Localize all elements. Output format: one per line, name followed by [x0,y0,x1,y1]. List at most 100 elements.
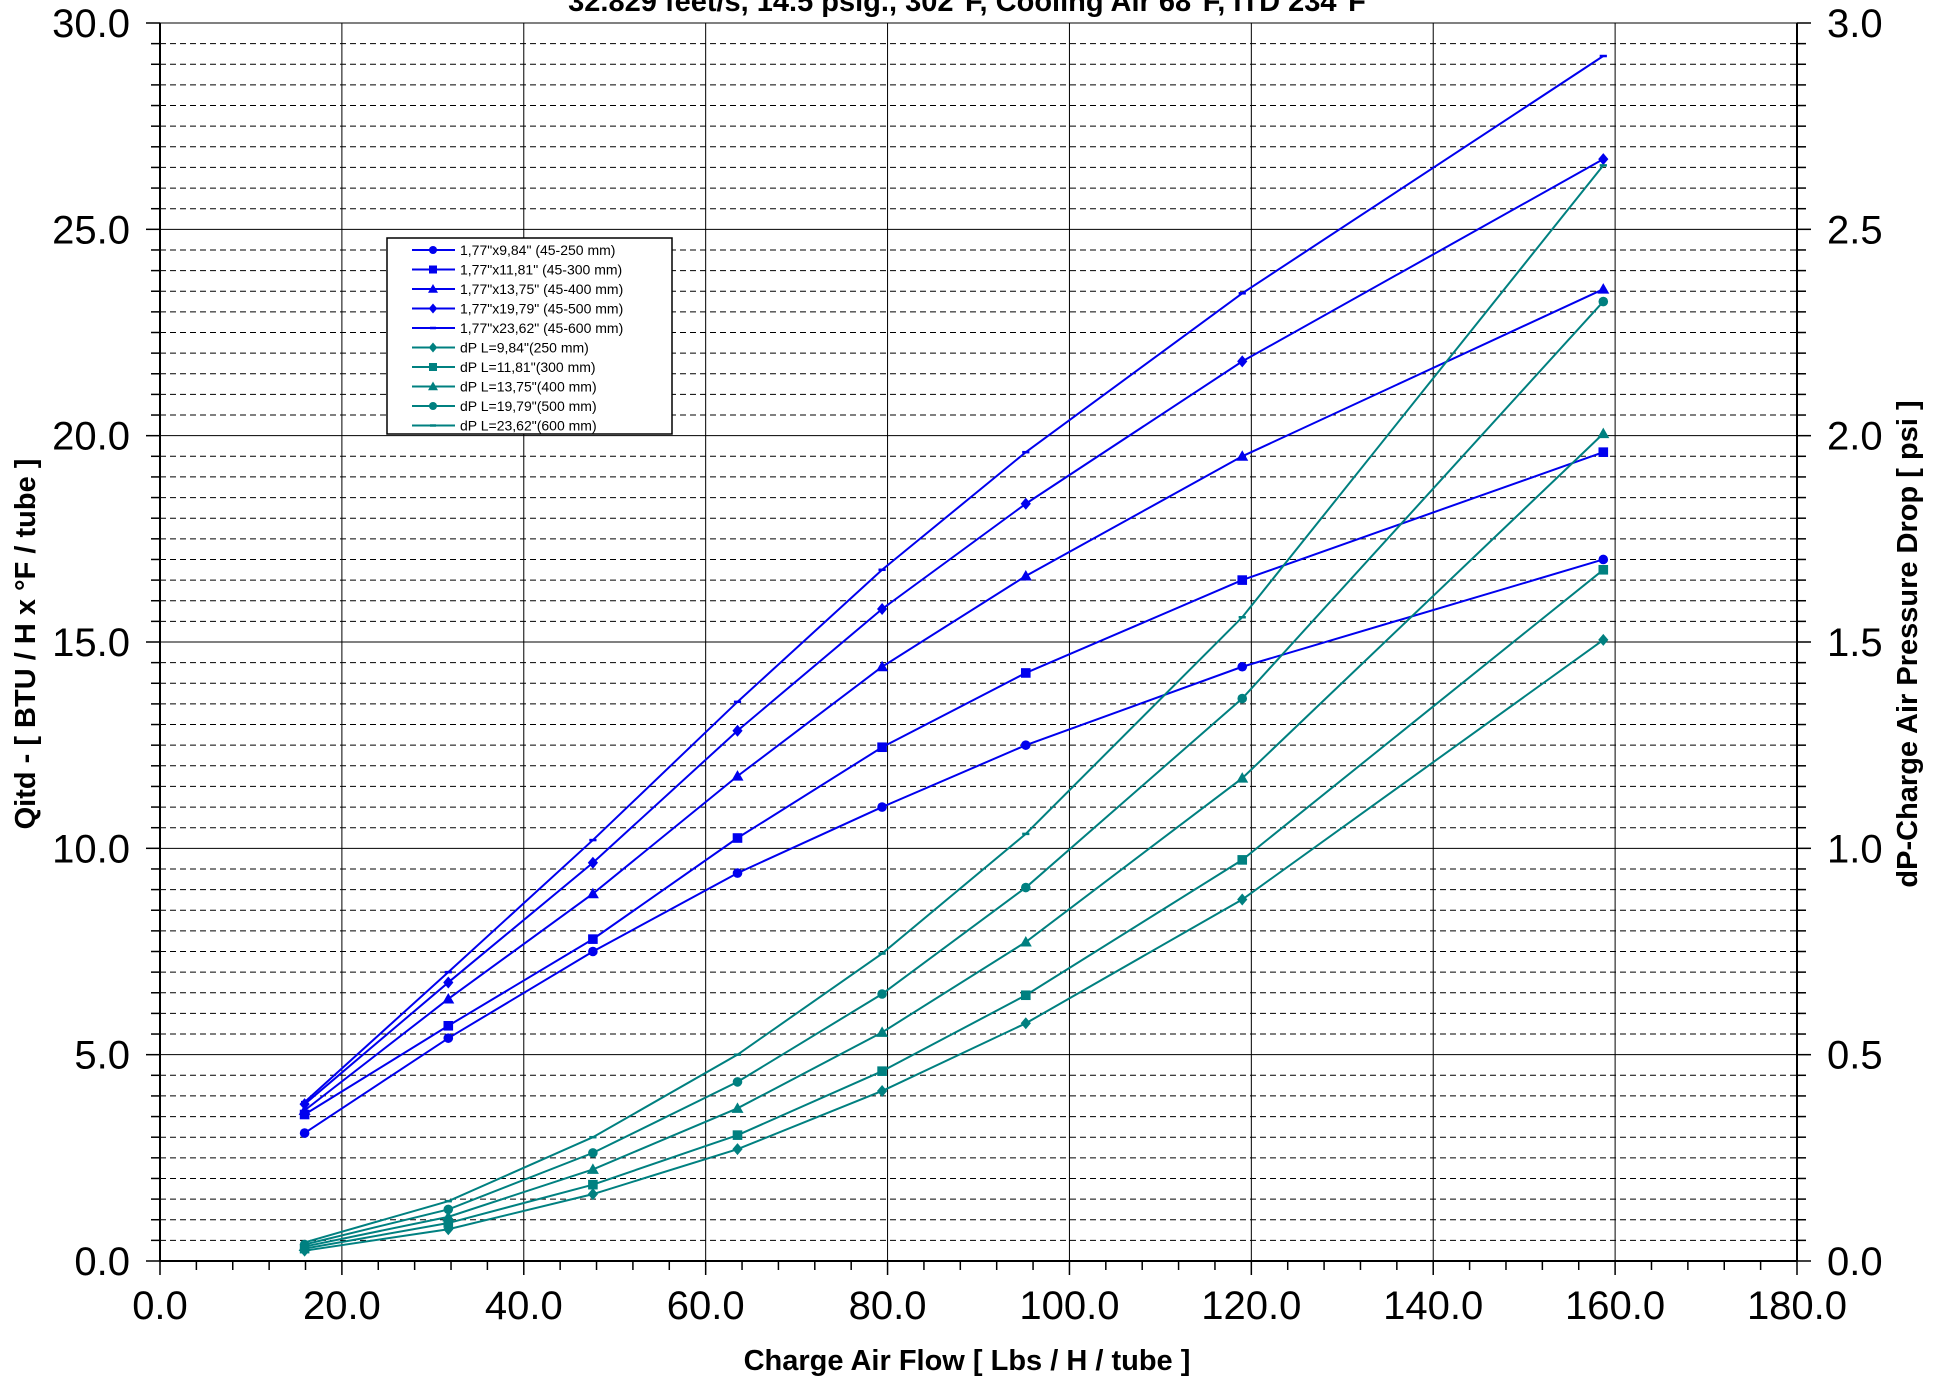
series-line [304,451,1604,1116]
data-point-square [877,742,887,753]
legend-item: 1,77"x9,84" (45-250 mm) [412,242,615,258]
data-point-circle [429,246,437,254]
data-point-square [1020,990,1031,1001]
legend: 1,77"x9,84" (45-250 mm) 1,77"x11,81" (45-… [386,237,673,435]
data-point-circle [588,946,598,957]
y-axis-title: Qitd - [ BTU / H x °F / tube ] [10,459,42,830]
data-point-square [732,1130,743,1140]
data-point-triangle [731,1102,744,1113]
y2-tick-label: 0.5 [1827,1034,1883,1078]
x-axis-ticks: 0.0 20.0 40.0 60.0 80.0 100.0 120.0 140.0 160.0 1… [132,1284,1847,1328]
data-point-diamond [587,856,598,869]
data-point-diamond [876,602,888,615]
legend-label: dP L=13,75"(400 mm) [460,379,597,395]
data-point-circle [588,1148,598,1158]
data-point-triangle [442,1210,455,1222]
legend-item: dP L=9,84"(250 mm) [412,340,589,356]
y2-tick-label: 1.5 [1827,621,1883,665]
data-point-triangle [442,992,455,1004]
series-line [304,432,1604,1248]
data-point-circle [877,802,887,812]
data-point-triangle [586,1163,599,1174]
data-point-circle [1020,740,1031,750]
grid [159,22,1798,1262]
legend-label: dP L=23,62"(600 mm) [460,418,597,434]
x-axis-title: Charge Air Flow [ Lbs / H / tube ] [744,1345,1191,1377]
series-line [304,300,1605,1246]
x-tick-label: 60.0 [667,1284,745,1328]
data-point-triangle [876,1026,889,1037]
data-point-square [1237,855,1248,865]
series-layer [298,54,1610,1257]
data-point-square [1598,564,1609,575]
y2-tick-label: 1.0 [1827,827,1883,871]
series-line [304,558,1604,1134]
data-point-diamond [428,303,438,314]
data-point-diamond [443,976,454,989]
data-point-diamond [732,724,743,737]
data-point-diamond [1020,1017,1031,1030]
data-point-triangle [586,887,599,899]
x-tick-label: 0.0 [132,1284,188,1328]
data-point-circle [732,868,743,878]
data-point-circle [1237,661,1248,672]
series-line [303,158,1604,1105]
y2-axis-ticks: 0.0 0.5 1.0 1.5 2.0 2.5 3.0 [1827,2,1883,1284]
x-tick-label: 20.0 [303,1284,381,1328]
y2-tick-label: 2.0 [1827,415,1883,459]
data-point-circle [732,1077,743,1087]
data-point-circle [1598,296,1609,307]
series-10 [301,164,1607,1244]
data-point-square [443,1218,454,1228]
legend-label: dP L=9,84"(250 mm) [460,340,589,356]
data-point-triangle [1236,450,1249,461]
data-point-square [429,265,437,274]
legend-item: 1,77"x23,62" (45-600 mm) [412,320,623,336]
data-point-square [443,1020,454,1031]
x-tick-label: 120.0 [1201,1284,1301,1328]
legend-label: 1,77"x23,62" (45-600 mm) [460,320,623,336]
legend-item: dP L=11,81"(300 mm) [412,359,596,375]
series-line [304,164,1605,1244]
data-point-triangle [1019,936,1032,947]
data-point-diamond [1237,355,1248,368]
series-1 [299,554,1609,1138]
data-point-triangle [1236,772,1249,783]
legend-label: 1,77"x9,84" (45-250 mm) [460,242,615,258]
legend-label: 1,77"x13,75" (45-400 mm) [460,281,623,297]
legend-item: 1,77"x11,81" (45-300 mm) [412,262,622,278]
y-tick-label: 5.0 [74,1034,130,1078]
data-point-diamond [732,1143,743,1156]
series-line [303,288,1604,1112]
series-4 [299,153,1609,1111]
legend-item: 1,77"x19,79" (45-500 mm) [412,301,623,317]
data-point-square [877,1066,887,1076]
data-point-triangle [1019,569,1032,581]
data-point-diamond [1237,893,1248,906]
y-axis-ticks: 0.0 5.0 10.0 15.0 20.0 25.0 30.0 [52,2,130,1284]
x-tick-label: 140.0 [1383,1284,1483,1328]
legend-item: dP L=13,75"(400 mm) [412,379,597,395]
data-point-square [588,934,598,944]
y-tick-label: 0.0 [74,1240,130,1284]
data-point-circle [1237,693,1248,704]
legend-item: dP L=19,79"(500 mm) [412,398,597,414]
legend-label: 1,77"x19,79" (45-500 mm) [460,301,623,317]
data-point-diamond [876,1084,888,1097]
y-tick-label: 10.0 [52,827,130,871]
series-5 [301,54,1607,1104]
data-point-square [588,1179,598,1190]
data-point-circle [1598,554,1609,565]
x-tick-label: 40.0 [485,1284,563,1328]
y2-axis-title: dP-Charge Air Pressure Drop [ psi ] [1892,400,1924,887]
x-tick-label: 180.0 [1747,1284,1847,1328]
y-tick-label: 30.0 [52,2,130,46]
data-point-circle [443,1204,454,1215]
y2-tick-label: 2.5 [1827,208,1883,252]
data-point-square [1237,575,1248,585]
data-point-square [732,833,743,843]
series-line [303,55,1604,1103]
data-point-square [1020,668,1031,678]
